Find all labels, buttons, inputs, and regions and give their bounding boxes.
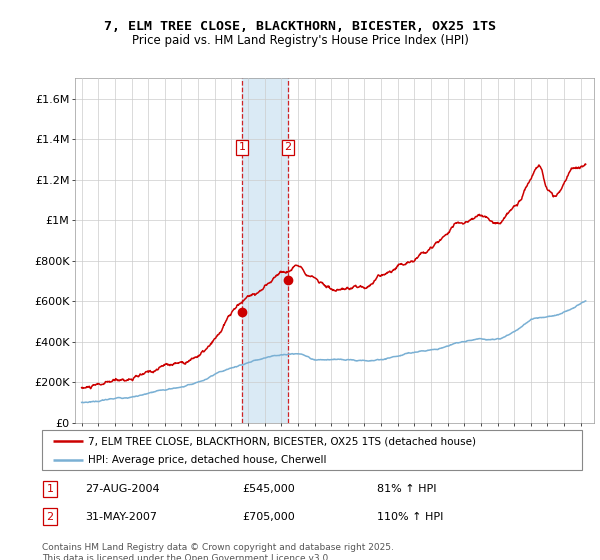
Text: 81% ↑ HPI: 81% ↑ HPI <box>377 484 436 494</box>
Text: 1: 1 <box>239 142 245 152</box>
Text: 110% ↑ HPI: 110% ↑ HPI <box>377 512 443 522</box>
Text: 2: 2 <box>284 142 292 152</box>
Text: Price paid vs. HM Land Registry's House Price Index (HPI): Price paid vs. HM Land Registry's House … <box>131 34 469 46</box>
Text: Contains HM Land Registry data © Crown copyright and database right 2025.
This d: Contains HM Land Registry data © Crown c… <box>42 543 394 560</box>
Text: £545,000: £545,000 <box>242 484 295 494</box>
Bar <box>242 78 288 423</box>
Text: HPI: Average price, detached house, Cherwell: HPI: Average price, detached house, Cher… <box>88 455 326 465</box>
Text: 27-AUG-2004: 27-AUG-2004 <box>85 484 160 494</box>
Text: 7, ELM TREE CLOSE, BLACKTHORN, BICESTER, OX25 1TS: 7, ELM TREE CLOSE, BLACKTHORN, BICESTER,… <box>104 20 496 32</box>
FancyBboxPatch shape <box>42 430 582 470</box>
Text: 7, ELM TREE CLOSE, BLACKTHORN, BICESTER, OX25 1TS (detached house): 7, ELM TREE CLOSE, BLACKTHORN, BICESTER,… <box>88 436 476 446</box>
Text: 2: 2 <box>47 512 53 522</box>
Text: 1: 1 <box>47 484 53 494</box>
Text: £705,000: £705,000 <box>242 512 295 522</box>
Text: 31-MAY-2007: 31-MAY-2007 <box>85 512 157 522</box>
